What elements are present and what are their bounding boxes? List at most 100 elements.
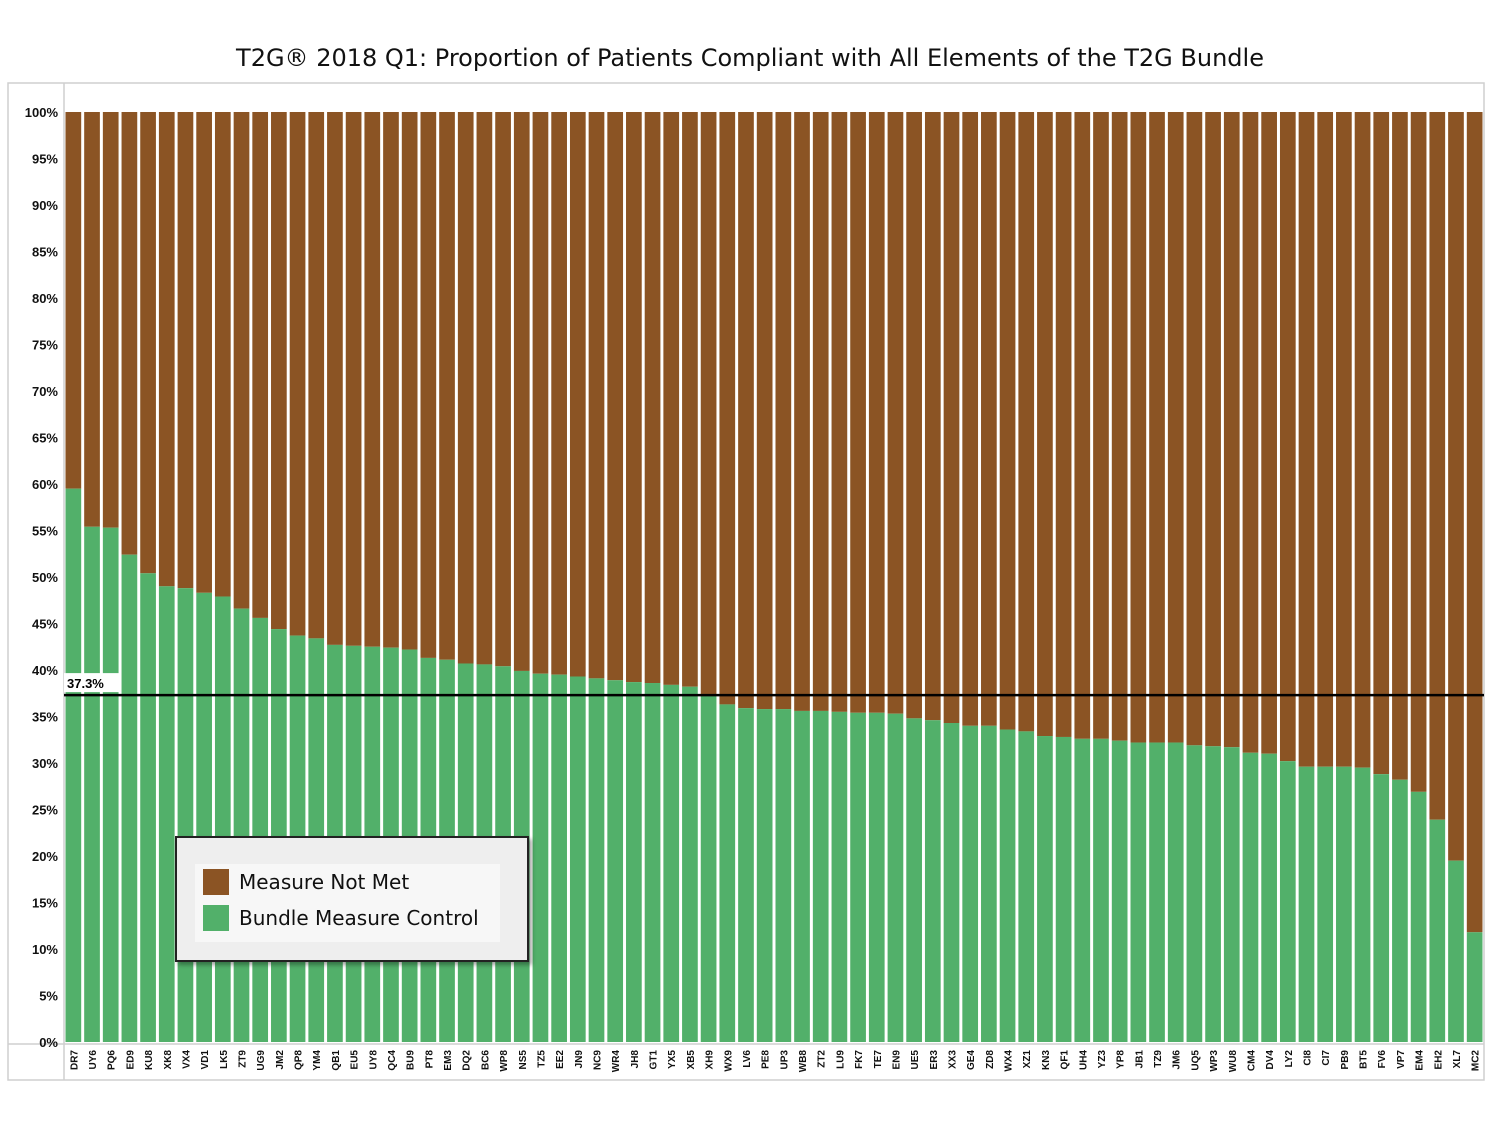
- bar-control-xk8: [158, 586, 175, 1042]
- x-tick-label-pb9: PB9: [1340, 1050, 1351, 1070]
- bar-control-ee2: [551, 674, 567, 1042]
- bar-not-met-up3: [775, 112, 792, 710]
- bar-control-lu9: [831, 711, 848, 1042]
- bar-not-met-yp8: [1111, 112, 1128, 741]
- bar-not-met-jn9: [569, 112, 586, 677]
- y-tick-label-0: 0%: [39, 1035, 58, 1050]
- bar-not-met-dq2: [457, 112, 474, 664]
- x-tick-label-xh9: XH9: [705, 1050, 716, 1070]
- reference-line-group: 37.3%: [64, 673, 1484, 697]
- bar-control-wx4: [999, 729, 1016, 1042]
- x-tick-label-tz9: TZ9: [1153, 1050, 1164, 1068]
- bar-control-en9: [887, 713, 904, 1042]
- bar-control-wr4: [607, 680, 624, 1042]
- y-tick-label-5: 25%: [32, 803, 58, 818]
- bar-control-yz3: [1093, 738, 1109, 1042]
- bar-not-met-xk8: [158, 112, 175, 587]
- x-tick-label-pq6: PQ6: [107, 1050, 118, 1070]
- x-tick-label-vp7: VP7: [1396, 1050, 1407, 1069]
- bar-not-met-wp8: [495, 112, 511, 667]
- bar-not-met-uq5: [1186, 112, 1203, 746]
- x-tick-label-eh2: EH2: [1433, 1050, 1444, 1070]
- bar-not-met-yz3: [1093, 112, 1109, 739]
- x-tick-label-wx4: WX4: [1004, 1050, 1015, 1072]
- y-tick-label-18: 90%: [32, 198, 58, 213]
- bar-control-wx9: [719, 704, 736, 1042]
- bar-not-met-xz1: [1018, 112, 1035, 732]
- bar-control-em4: [1410, 791, 1427, 1042]
- x-tick-label-xb5: XB5: [686, 1050, 697, 1070]
- bar-control-xx3: [943, 723, 960, 1042]
- y-tick-label-17: 85%: [32, 245, 58, 260]
- x-tick-label-cm4: CM4: [1246, 1050, 1257, 1072]
- bar-not-met-pt8: [420, 112, 437, 658]
- bar-control-er3: [924, 720, 941, 1042]
- bar-not-met-er3: [924, 112, 941, 721]
- y-tick-label-16: 80%: [32, 291, 58, 306]
- x-tick-label-tz5: TZ5: [536, 1050, 547, 1068]
- bar-not-met-ue5: [906, 112, 922, 719]
- bar-control-ly2: [1279, 761, 1296, 1042]
- bar-control-mc2: [1466, 932, 1483, 1042]
- bar-control-ci7: [1317, 766, 1334, 1042]
- bar-group: [65, 112, 1483, 1042]
- bar-control-vp7: [1392, 779, 1408, 1042]
- x-tick-label-jn9: JN9: [574, 1050, 585, 1069]
- bar-not-met-tz5: [532, 112, 549, 674]
- y-tick-label-20: 100%: [25, 105, 59, 120]
- bar-not-met-pq6: [102, 112, 119, 528]
- bar-control-pb9: [1336, 766, 1352, 1042]
- bar-control-ge4: [962, 725, 979, 1042]
- x-tick-label-zd8: ZD8: [985, 1050, 996, 1069]
- bar-not-met-te7: [868, 112, 885, 713]
- bar-control-uq5: [1186, 745, 1203, 1042]
- bar-control-fk7: [850, 712, 866, 1042]
- bar-not-met-fk7: [850, 112, 866, 713]
- chart-frame: [7, 82, 1485, 1081]
- bar-control-yp8: [1111, 740, 1128, 1042]
- bar-not-met-wx4: [999, 112, 1016, 730]
- bar-not-met-ed9: [121, 112, 138, 555]
- bar-not-met-xh9: [700, 112, 717, 697]
- y-tick-label-1: 5%: [39, 989, 58, 1004]
- x-tick-label-ym4: YM4: [312, 1050, 323, 1071]
- bar-not-met-uy8: [364, 112, 381, 647]
- x-tick-label-qc4: QC4: [387, 1050, 398, 1071]
- reference-label: 37.3%: [67, 676, 104, 691]
- x-tick-label-kn3: KN3: [1041, 1050, 1052, 1070]
- x-tick-label-fv6: FV6: [1377, 1050, 1388, 1069]
- x-tick-label-wr4: WR4: [611, 1050, 622, 1073]
- x-tick-label-vx4: VX4: [181, 1050, 192, 1069]
- x-tick-label-uq5: UQ5: [1190, 1050, 1201, 1071]
- bar-not-met-ns5: [513, 112, 530, 671]
- x-tick-label-er3: ER3: [929, 1050, 940, 1070]
- bar-not-met-zt2: [812, 112, 829, 711]
- bar-control-wp3: [1205, 746, 1221, 1042]
- bar-control-lk5: [214, 596, 231, 1042]
- x-tick-label-qp8: QP8: [294, 1050, 305, 1070]
- y-tick-label-15: 75%: [32, 338, 58, 353]
- bar-control-fv6: [1373, 774, 1390, 1042]
- bar-not-met-wx9: [719, 112, 736, 705]
- outer-border: [7, 82, 1485, 1081]
- legend-item-not-met: Measure Not Met: [203, 868, 409, 896]
- bar-control-eh2: [1429, 819, 1446, 1042]
- x-tick-label-xl7: XL7: [1452, 1050, 1463, 1069]
- bar-control-uh4: [1074, 738, 1091, 1042]
- x-tick-label-pt8: PT8: [424, 1050, 435, 1069]
- chart-title: T2G® 2018 Q1: Proportion of Patients Com…: [236, 44, 1264, 72]
- bar-control-bt5: [1354, 767, 1371, 1042]
- bar-control-qf1: [1055, 736, 1072, 1042]
- x-tick-label-pe8: PE8: [761, 1050, 772, 1069]
- bar-control-jb1: [1130, 742, 1147, 1042]
- bar-control-xh9: [700, 696, 717, 1042]
- x-tick-label-uh4: UH4: [1078, 1050, 1089, 1070]
- bar-control-vx4: [177, 588, 194, 1042]
- bar-not-met-qc4: [383, 112, 399, 648]
- bar-not-met-uh4: [1074, 112, 1091, 739]
- y-tick-label-10: 50%: [32, 570, 58, 585]
- y-tick-label-8: 40%: [32, 663, 58, 678]
- bar-not-met-bc6: [476, 112, 493, 665]
- bar-not-met-bu9: [401, 112, 418, 650]
- bar-not-met-fv6: [1373, 112, 1390, 775]
